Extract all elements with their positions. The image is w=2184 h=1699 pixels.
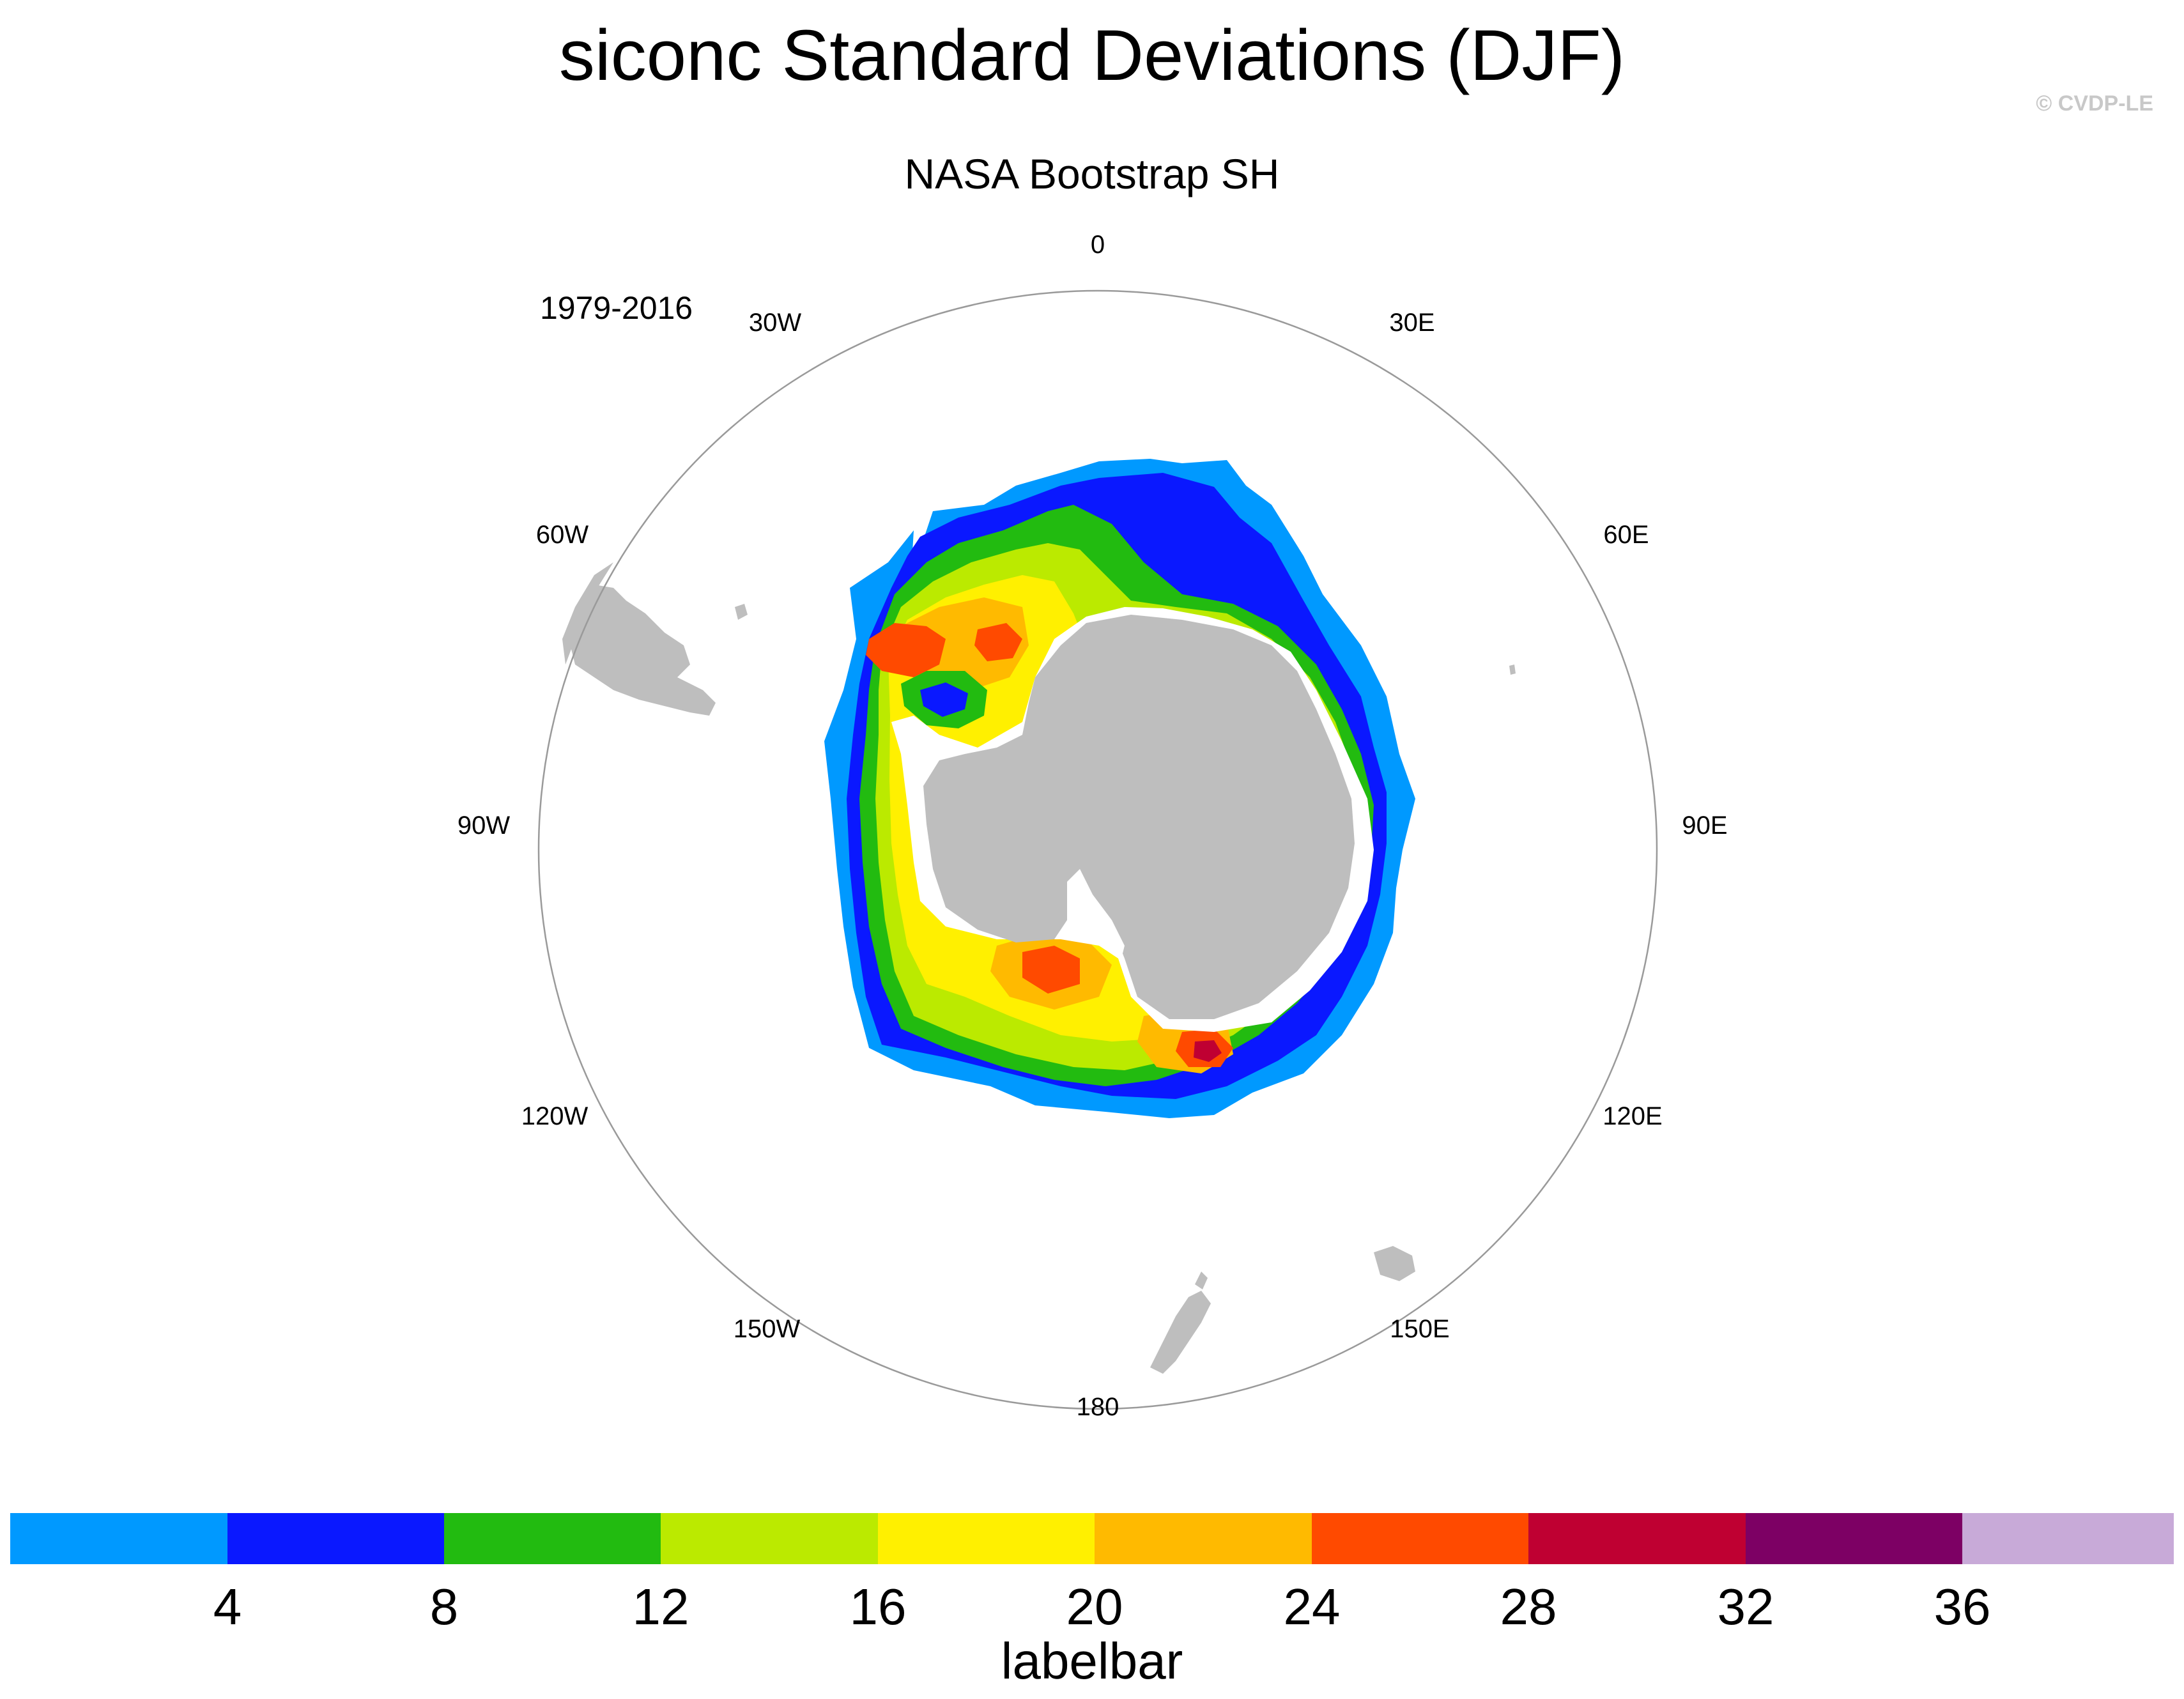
lon-label: 90E <box>1682 811 1727 840</box>
labelbar-label: 16 <box>849 1578 907 1635</box>
labelbar-label: 4 <box>213 1578 242 1635</box>
labelbar-box <box>1746 1513 1962 1564</box>
panel-subtitle: NASA Bootstrap SH <box>904 150 1280 197</box>
labelbar-label: 24 <box>1283 1578 1341 1635</box>
labelbar-label: 8 <box>429 1578 459 1635</box>
lon-label: 120W <box>521 1102 588 1130</box>
labelbar-label: 32 <box>1717 1578 1774 1635</box>
labelbar-box <box>1095 1513 1312 1564</box>
lon-label: 30W <box>749 309 801 337</box>
labelbar-title: labelbar <box>1001 1633 1183 1689</box>
ice-patch-28 <box>1022 946 1080 994</box>
labelbar-box <box>878 1513 1095 1564</box>
lon-label: 0 <box>1091 231 1105 259</box>
labelbar-box <box>10 1513 227 1564</box>
lon-label: 60E <box>1603 521 1649 549</box>
labelbar-box <box>1312 1513 1528 1564</box>
ice-patch-28 <box>866 623 946 677</box>
figure-title: siconc Standard Deviations (DJF) <box>558 15 1626 95</box>
labelbar-box <box>1962 1513 2174 1564</box>
map-boundary <box>537 289 1658 1410</box>
longitude-labels: 0 30E 60E 90E 120E 150E 180 150W 120W 90… <box>458 231 1728 1421</box>
lon-label: 90W <box>458 811 510 840</box>
ice-patch-4 <box>920 682 968 717</box>
lon-label: 30E <box>1389 309 1434 337</box>
new-zealand-land <box>1150 1272 1211 1374</box>
period-label: 1979-2016 <box>540 290 693 326</box>
labelbar-box <box>227 1513 444 1564</box>
labelbar-box <box>661 1513 878 1564</box>
ice-patch-32 <box>1194 1040 1222 1062</box>
lon-label: 180 <box>1077 1393 1119 1421</box>
south-america-land <box>562 562 716 716</box>
labelbar-box <box>1528 1513 1746 1564</box>
labelbar-label: 12 <box>632 1578 689 1635</box>
lon-label: 60W <box>536 521 588 549</box>
ross-ice-shelf <box>1067 869 1125 958</box>
tasmania-land <box>1374 1246 1415 1281</box>
lon-label: 120E <box>1603 1102 1662 1130</box>
island-land <box>1509 665 1516 675</box>
labelbar-label: 28 <box>1500 1578 1557 1635</box>
labelbar-label: 20 <box>1066 1578 1123 1635</box>
labelbar-label: 36 <box>1934 1578 1991 1635</box>
ice-patch-28 <box>974 623 1022 661</box>
antarctica-land <box>923 615 1355 1019</box>
lon-label: 150E <box>1390 1315 1449 1343</box>
credit-watermark: © CVDP-LE <box>2036 91 2153 116</box>
lon-label: 150W <box>734 1315 801 1343</box>
labelbar-box <box>444 1513 661 1564</box>
falklands-land <box>735 604 748 620</box>
